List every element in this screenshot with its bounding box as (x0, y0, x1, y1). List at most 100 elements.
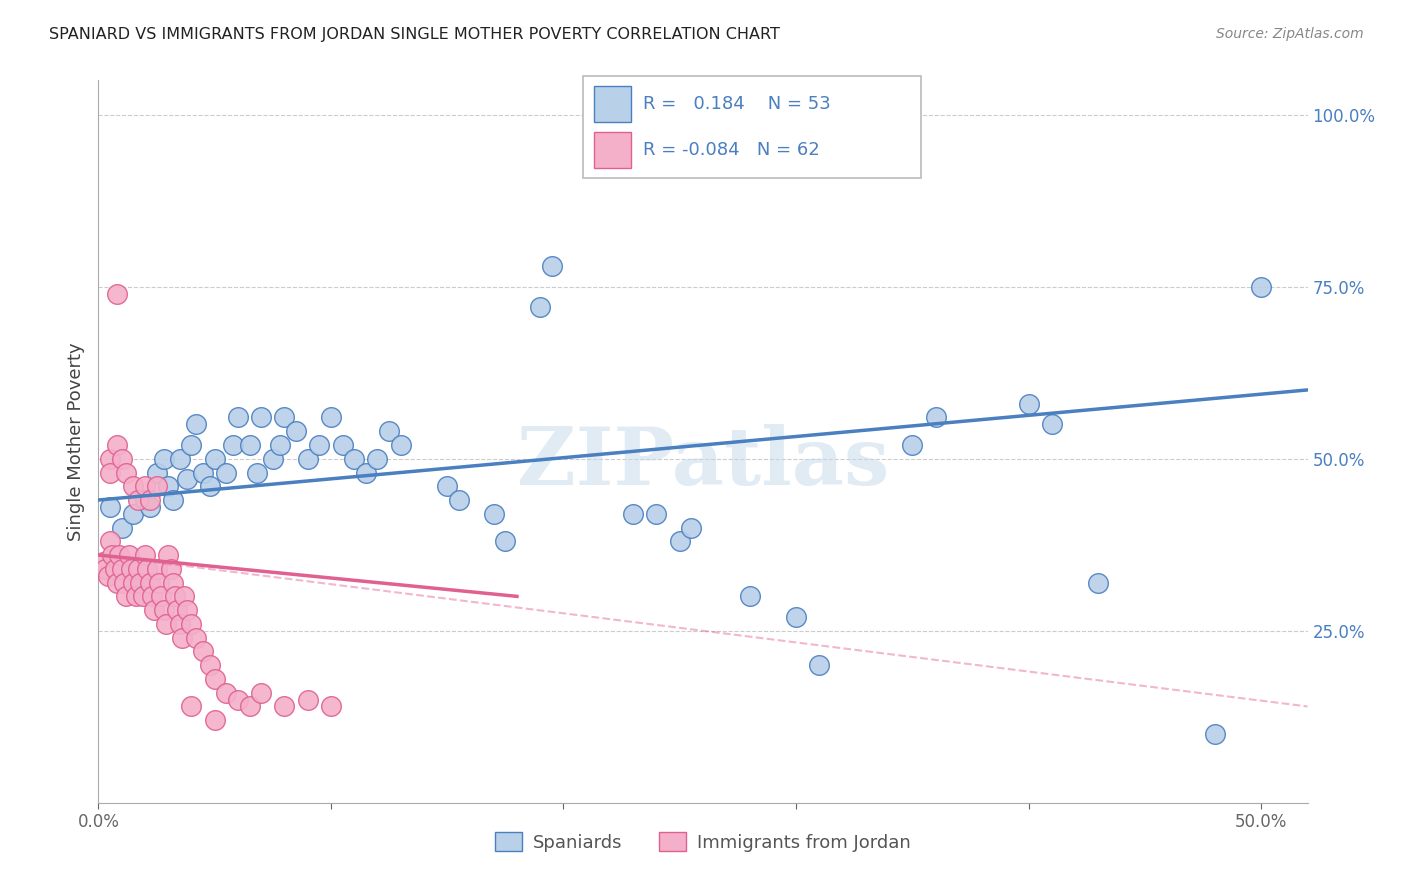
Point (143, 603, 166, 617)
Point (98, 534, 121, 549)
Point (215, 466, 238, 480)
Point (285, 424, 308, 438)
Point (120, 562, 142, 576)
Point (122, 507, 145, 521)
Point (157, 548, 180, 562)
Point (529, 301, 551, 315)
Point (166, 603, 188, 617)
Point (115, 466, 138, 480)
Point (127, 493, 149, 508)
Point (94, 562, 117, 576)
Point (808, 658, 831, 673)
Point (176, 472, 198, 486)
Point (122, 575, 145, 590)
Point (150, 590, 173, 604)
Point (152, 603, 174, 617)
Point (176, 603, 198, 617)
Point (134, 548, 156, 562)
Point (180, 438, 202, 452)
Point (98, 500, 121, 514)
Point (1250, 279, 1272, 293)
Point (226, 410, 249, 425)
Point (681, 520, 703, 534)
Point (134, 493, 156, 508)
Point (668, 534, 690, 549)
Point (250, 410, 273, 425)
Point (319, 699, 342, 714)
Point (155, 616, 177, 631)
Point (645, 507, 668, 521)
Point (162, 575, 184, 590)
Point (111, 451, 134, 466)
Point (184, 631, 207, 645)
Point (169, 616, 191, 631)
Point (308, 438, 330, 452)
Point (98, 451, 121, 466)
Point (118, 548, 141, 562)
Point (215, 686, 238, 700)
Point (191, 466, 214, 480)
Point (366, 451, 388, 466)
Point (124, 590, 146, 604)
Point (122, 479, 145, 493)
Point (273, 410, 295, 425)
Point (145, 479, 167, 493)
Point (165, 590, 187, 604)
Point (148, 575, 170, 590)
Point (127, 562, 149, 576)
Point (145, 466, 167, 480)
Point (204, 713, 226, 727)
Point (269, 438, 291, 452)
Legend: Spaniards, Immigrants from Jordan: Spaniards, Immigrants from Jordan (488, 825, 918, 859)
Point (319, 410, 342, 425)
Point (262, 451, 284, 466)
Point (924, 410, 946, 425)
Text: R = -0.084   N = 62: R = -0.084 N = 62 (643, 141, 820, 159)
Point (105, 575, 128, 590)
Point (180, 699, 202, 714)
Point (901, 438, 924, 452)
Text: SPANIARD VS IMMIGRANTS FROM JORDAN SINGLE MOTHER POVERTY CORRELATION CHART: SPANIARD VS IMMIGRANTS FROM JORDAN SINGL… (49, 27, 780, 42)
Point (157, 479, 180, 493)
Point (138, 500, 160, 514)
Point (436, 479, 458, 493)
Point (204, 672, 226, 686)
Point (138, 575, 160, 590)
Point (136, 562, 159, 576)
Point (91, 555, 114, 569)
Point (152, 451, 174, 466)
Point (332, 438, 354, 452)
Point (273, 699, 295, 714)
Text: ZIPatlas: ZIPatlas (517, 425, 889, 502)
Point (738, 590, 761, 604)
Point (621, 507, 644, 521)
Point (162, 493, 184, 508)
Point (111, 562, 134, 576)
Point (111, 520, 134, 534)
Point (447, 493, 470, 508)
Point (97, 568, 120, 582)
Point (354, 466, 377, 480)
Point (204, 451, 226, 466)
Point (297, 692, 319, 706)
Point (343, 451, 366, 466)
Point (159, 562, 181, 576)
Point (134, 479, 156, 493)
Point (1204, 727, 1226, 741)
Point (105, 438, 128, 452)
Point (131, 590, 153, 604)
Point (198, 658, 221, 673)
Point (482, 507, 505, 521)
Point (145, 562, 167, 576)
Point (172, 631, 194, 645)
Point (785, 610, 807, 624)
Text: R =   0.184    N = 53: R = 0.184 N = 53 (643, 95, 831, 113)
Point (129, 575, 152, 590)
Point (378, 424, 401, 438)
Point (173, 590, 195, 604)
Point (226, 692, 249, 706)
FancyBboxPatch shape (593, 87, 631, 122)
Point (250, 686, 273, 700)
Point (112, 575, 135, 590)
Point (98, 466, 121, 480)
